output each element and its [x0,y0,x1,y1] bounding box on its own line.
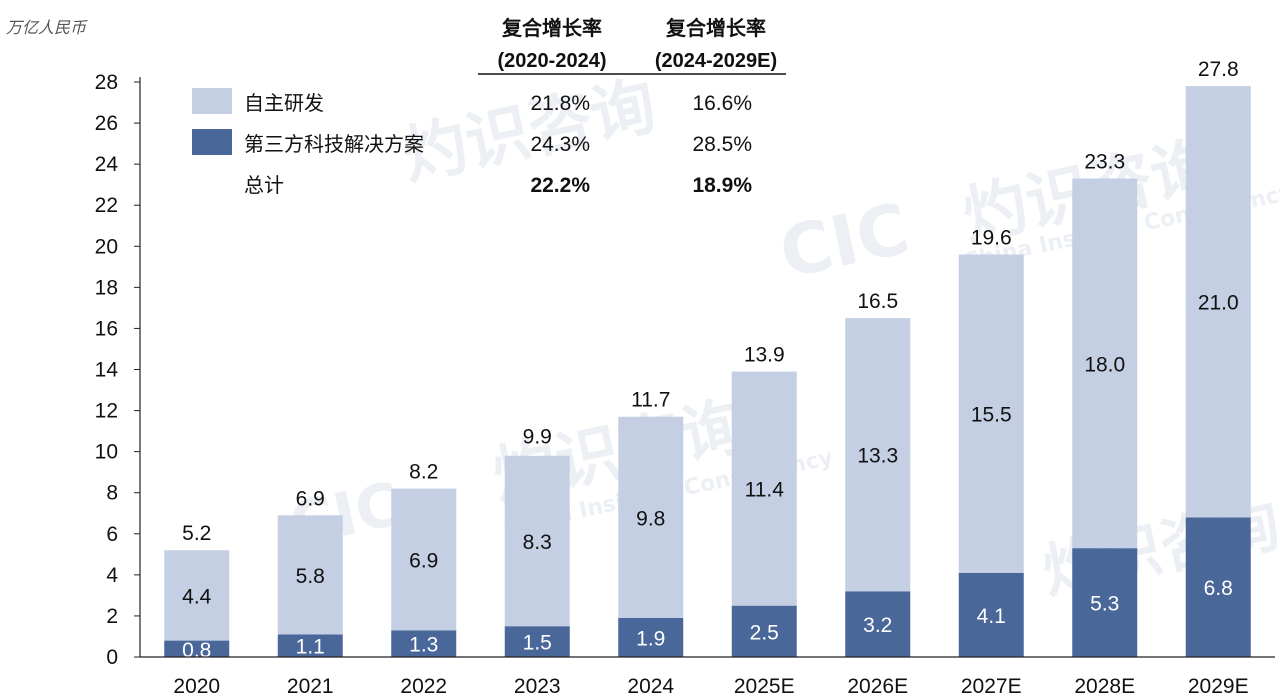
bar-value-label: 4.4 [182,585,212,608]
x-tick-label: 2028E [1074,675,1135,698]
bar-segment [1185,517,1251,657]
bar-segment [845,318,911,592]
y-tick-label: 0 [106,646,118,669]
bar-value-label: 21.0 [1198,292,1239,315]
bar-value-label: 8.3 [523,531,552,554]
bar-segment [731,605,797,657]
bar-segment [731,371,797,606]
bar-value-label: 5.3 [1090,593,1119,616]
bar-segment [1185,86,1251,518]
x-tick-label: 2025E [734,675,795,698]
y-tick-label: 28 [95,71,118,94]
cagr-value: 28.5% [692,133,752,156]
bar-total-label: 23.3 [1084,151,1125,174]
bar-value-label: 6.8 [1204,577,1233,600]
y-tick-label: 12 [95,400,118,423]
y-tick-label: 24 [95,153,119,176]
bar-total-label: 8.2 [409,461,438,484]
bar-segment [277,515,343,635]
legend-swatch [192,88,232,114]
cagr-header-period: (2020-2024) [498,50,607,72]
bar-total-label: 6.9 [296,487,325,510]
bar-value-label: 0.8 [182,639,211,662]
bar-value-label: 1.3 [409,634,438,657]
bar-value-label: 15.5 [971,404,1012,427]
bar-value-label: 13.3 [857,445,898,468]
bar-total-label: 13.9 [744,344,785,367]
y-tick-label: 2 [106,605,118,628]
legend-swatch [192,129,232,155]
y-tick-label: 8 [106,482,118,505]
bar-segment [845,591,911,657]
legend-label: 第三方科技解决方案 [244,132,424,156]
cagr-value: 16.6% [692,92,752,115]
x-tick-label: 2026E [847,675,908,698]
cagr-value: 18.9% [692,174,752,197]
bar-segment [391,630,457,657]
bar-segment [164,640,230,657]
bar-segment [1072,548,1138,657]
bar-value-label: 3.2 [863,614,892,637]
bar-value-label: 6.9 [409,549,438,572]
bar-value-label: 1.9 [636,627,665,650]
legend-label: 自主研发 [244,91,324,115]
bar-total-label: 11.7 [631,389,670,412]
y-tick-label: 14 [95,359,119,382]
bar-total-label: 9.9 [523,426,552,449]
x-tick-label: 2021 [287,675,334,698]
bar-segment [504,626,570,657]
x-tick-label: 2029E [1188,675,1249,698]
x-tick-label: 2022 [400,675,447,698]
bar-segment [958,254,1024,573]
bar-value-label: 1.5 [523,632,552,655]
bar-total-label: 16.5 [857,290,898,313]
y-tick-label: 16 [95,317,118,340]
bar-segment [618,617,684,657]
bar-value-label: 18.0 [1084,353,1125,376]
y-tick-label: 6 [106,523,118,546]
bar-segment [958,572,1024,657]
cagr-value: 21.8% [530,92,590,115]
y-tick-label: 20 [95,235,118,258]
bar-segment [1072,178,1138,549]
bar-segment [618,416,684,618]
bar-value-label: 11.4 [745,479,785,502]
bar-segment [391,488,457,631]
y-tick-label: 22 [95,194,118,217]
cagr-header-period: (2024-2029E) [655,50,777,72]
bar-total-label: 27.8 [1198,58,1239,81]
bar-total-label: 19.6 [971,227,1012,250]
cagr-value: 24.3% [530,133,590,156]
x-tick-label: 2020 [173,675,220,698]
bar-value-label: 2.5 [750,621,779,644]
x-tick-label: 2024 [627,675,674,698]
cagr-header-title: 复合增长率 [665,16,766,40]
bar-value-label: 5.8 [296,565,325,588]
bar-total-label: 5.2 [182,522,211,545]
x-tick-label: 2027E [961,675,1022,698]
unit-label: 万亿人民币 [6,18,87,37]
bar-value-label: 1.1 [296,636,325,659]
bar-segment [277,634,343,657]
bar-segment [504,455,570,627]
y-tick-label: 10 [95,441,118,464]
legend-label: 总计 [244,173,284,197]
y-tick-label: 26 [95,112,118,135]
bar-value-label: 4.1 [977,605,1006,628]
cagr-value: 22.2% [530,174,590,197]
y-tick-label: 18 [95,276,118,299]
y-tick-label: 4 [106,564,118,587]
bar-value-label: 9.8 [636,507,665,530]
x-tick-label: 2023 [514,675,561,698]
bar-segment [164,550,230,641]
cagr-header-title: 复合增长率 [501,16,602,40]
